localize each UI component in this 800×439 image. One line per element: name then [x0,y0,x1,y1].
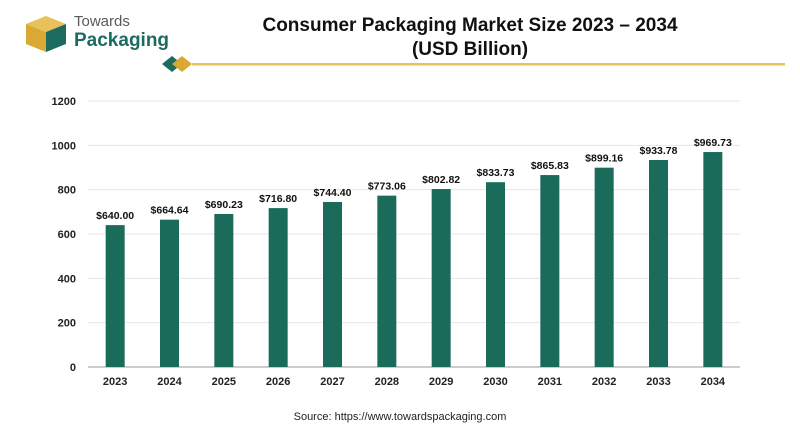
x-tick-label: 2032 [592,376,616,388]
data-label: $969.73 [694,137,732,149]
y-tick-label: 400 [58,273,76,285]
data-label: $744.40 [314,187,352,199]
bar-2030 [486,182,505,367]
data-label: $690.23 [205,199,243,211]
bar-2025 [214,213,234,367]
data-label: $773.06 [368,181,406,193]
x-tick-label: 2026 [266,376,290,388]
bar-2032 [594,167,614,367]
bar-2029 [431,189,451,367]
brand-logo: Towards Packaging [22,14,169,54]
bar-2031 [540,175,560,367]
bar-2024 [160,219,179,367]
y-tick-label: 800 [58,185,76,197]
logo-text-packaging: Packaging [74,30,170,51]
bar-2027 [323,201,342,367]
data-label: $899.16 [585,153,623,165]
x-tick-label: 2023 [103,376,127,388]
x-tick-label: 2029 [429,376,453,388]
data-label: $833.73 [477,167,515,179]
x-tick-label: 2024 [157,376,182,388]
y-tick-label: 600 [58,229,76,241]
divider-diamond-gold-icon [172,56,192,72]
title-divider [162,56,785,72]
bar-2023 [105,225,125,367]
x-tick-label: 2030 [483,376,507,388]
x-tick-label: 2028 [375,376,399,388]
data-label: $640.00 [96,210,134,222]
bar-2026 [268,208,288,367]
source-note: Source: https://www.towardspackaging.com [293,411,507,423]
bar-2034 [703,152,723,367]
x-tick-label: 2031 [538,376,562,388]
data-label: $933.78 [640,145,678,157]
y-tick-label: 200 [58,318,76,330]
chart-title-block: Consumer Packaging Market Size 2023 – 20… [200,14,740,62]
chart-title: Consumer Packaging Market Size 2023 – 20… [262,15,678,36]
box-logo-icon [26,16,66,52]
x-tick-label: 2025 [212,376,236,388]
x-tick-label: 2027 [320,376,344,388]
logo-text-towards: Towards [74,13,130,30]
x-tick-label: 2034 [701,376,726,388]
y-tick-label: 1200 [52,96,76,108]
chart-subtitle: (USD Billion) [411,39,529,60]
data-label: $716.80 [259,193,297,205]
data-label: $664.64 [151,205,189,217]
data-label: $802.82 [422,174,460,186]
y-tick-label: 1000 [52,140,76,152]
bar-2028 [377,195,397,367]
y-tick-label: 0 [70,362,76,374]
bar-2033 [649,160,668,367]
data-label: $865.83 [531,160,569,172]
divider-line [192,63,785,66]
x-tick-label: 2033 [646,376,670,388]
